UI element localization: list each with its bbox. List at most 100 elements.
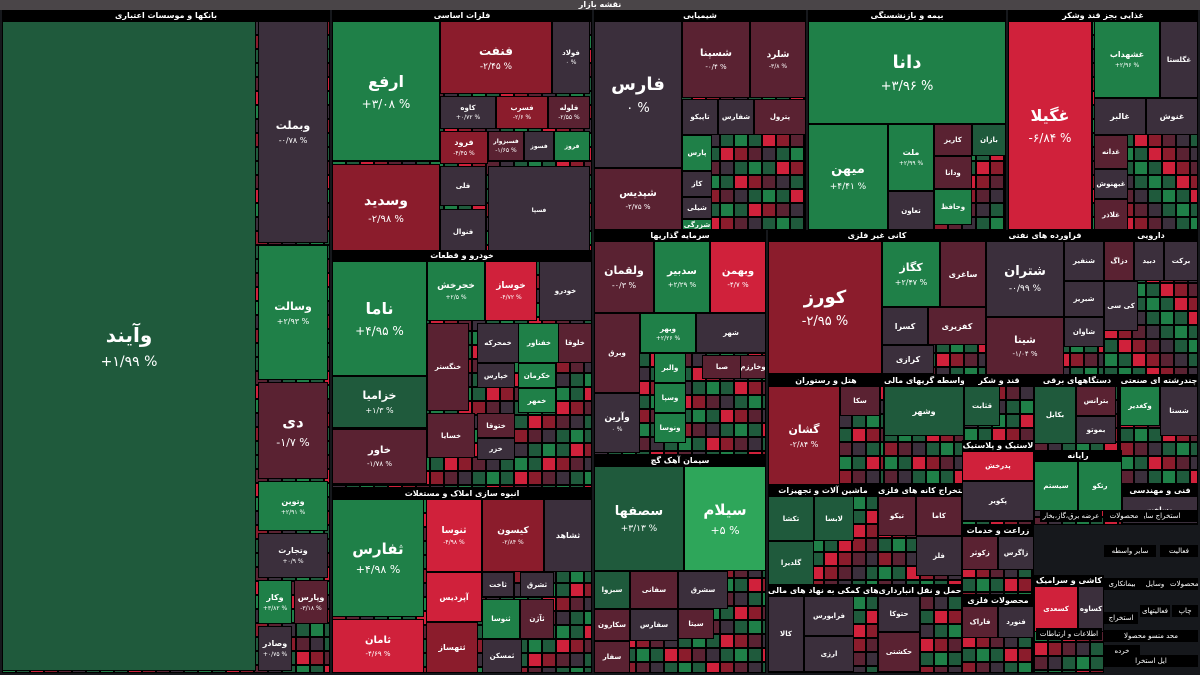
treemap-small-cell[interactable] [1176,203,1190,217]
treemap-small-cell[interactable] [920,666,934,673]
treemap-small-cell[interactable] [976,189,990,203]
treemap-small-cell[interactable] [1160,283,1174,297]
treemap-small-cell[interactable] [962,578,976,592]
stock-tile[interactable]: بترانس [1076,386,1116,416]
treemap-small-cell[interactable] [934,638,948,652]
stock-tile[interactable]: ناما +۴/۹۵ % [332,261,427,376]
treemap-small-cell[interactable] [692,648,706,662]
treemap-small-cell[interactable] [570,387,584,401]
treemap-small-cell[interactable] [1136,524,1150,525]
stock-tile[interactable]: آپردیس [426,572,482,622]
treemap-small-cell[interactable] [556,443,570,457]
treemap-small-cell[interactable] [804,217,806,230]
treemap-small-cell[interactable] [528,457,542,471]
treemap-small-cell[interactable] [940,456,954,470]
treemap-small-cell[interactable] [1160,311,1174,325]
stock-tile[interactable]: فنورد [998,606,1034,638]
treemap-small-cell[interactable] [748,381,762,395]
treemap-small-cell[interactable] [1020,386,1034,400]
treemap-small-cell[interactable] [542,457,556,471]
treemap-small-cell[interactable] [790,133,804,147]
treemap-small-cell[interactable] [584,667,592,673]
treemap-small-cell[interactable] [720,203,734,217]
treemap-small-cell[interactable] [1032,592,1034,595]
stock-tile[interactable]: کسرا [882,307,928,345]
treemap-small-cell[interactable] [1160,325,1174,339]
stock-tile[interactable]: شتران -۰/۹۹ % [986,241,1064,317]
treemap-small-cell[interactable] [706,662,720,673]
treemap-small-cell[interactable] [804,147,806,161]
treemap-small-cell[interactable] [948,596,962,610]
treemap-small-cell[interactable] [1004,217,1006,230]
treemap-small-cell[interactable] [762,634,766,648]
stock-tile[interactable]: فلز [916,536,962,576]
stock-tile[interactable]: فنوال [440,209,486,254]
treemap-small-cell[interactable] [1104,339,1118,353]
treemap-small-cell[interactable] [790,161,804,175]
treemap-small-cell[interactable] [584,373,592,387]
treemap-small-cell[interactable] [734,203,748,217]
treemap-small-cell[interactable] [1006,386,1020,400]
sector-header[interactable]: ماشین آلات و تجهیزات [778,486,868,495]
treemap-small-cell[interactable] [920,652,934,666]
treemap-small-cell[interactable] [678,648,692,662]
treemap-small-cell[interactable] [852,566,866,580]
treemap-small-cell[interactable] [892,538,906,552]
treemap-small-cell[interactable] [720,133,734,147]
stock-tile[interactable]: کفزیری [928,307,986,345]
treemap-small-cell[interactable] [892,566,906,580]
stock-tile[interactable]: زاگرس [998,536,1034,570]
treemap-small-cell[interactable] [852,596,866,610]
stock-tile[interactable]: وبهر +۲/۲۶ % [640,313,696,353]
stock-tile[interactable]: صبا [702,355,742,379]
treemap-small-cell[interactable] [898,442,912,456]
treemap-small-cell[interactable] [912,470,926,484]
stock-tile[interactable]: فرود -۴/۴۵ % [440,131,488,164]
treemap-small-cell[interactable] [838,566,852,580]
treemap-small-cell[interactable] [1162,456,1176,470]
treemap-small-cell[interactable] [734,437,748,451]
stock-tile[interactable]: خفناور [518,323,560,363]
treemap-small-cell[interactable] [976,648,990,662]
small-sector-label[interactable]: استخراج [1104,612,1138,624]
stock-tile[interactable]: لابسا [814,496,854,541]
treemap-small-cell[interactable] [1162,133,1176,147]
treemap-small-cell[interactable] [748,648,762,662]
treemap-small-cell[interactable] [990,203,1004,217]
treemap-small-cell[interactable] [1004,578,1018,592]
treemap-small-cell[interactable] [1148,189,1162,203]
treemap-small-cell[interactable] [1004,648,1018,662]
treemap-small-cell[interactable] [978,367,986,375]
treemap-small-cell[interactable] [1160,339,1174,353]
treemap-small-cell[interactable] [892,552,906,566]
treemap-small-cell[interactable] [912,456,926,470]
treemap-small-cell[interactable] [940,470,954,484]
treemap-small-cell[interactable] [762,395,766,409]
sector-header[interactable]: کاشی و سرامیک [1035,576,1103,585]
treemap-small-cell[interactable] [1190,161,1198,175]
sector-header[interactable]: بیمه و بازنشستگی [870,11,944,20]
treemap-small-cell[interactable] [776,217,790,230]
stock-tile[interactable]: وبهمن -۴/۷ % [710,241,766,313]
treemap-small-cell[interactable] [1018,592,1032,595]
treemap-small-cell[interactable] [990,592,1004,595]
treemap-small-cell[interactable] [542,415,556,429]
treemap-small-cell[interactable] [1148,217,1162,230]
treemap-small-cell[interactable] [1134,133,1148,147]
treemap-small-cell[interactable] [936,353,950,367]
treemap-small-cell[interactable] [650,662,664,673]
treemap-small-cell[interactable] [556,639,570,653]
treemap-small-cell[interactable] [528,639,542,653]
treemap-small-cell[interactable] [926,456,940,470]
stock-tile[interactable]: ولقمان -۰/۳ % [594,241,654,313]
treemap-small-cell[interactable] [734,381,748,395]
treemap-small-cell[interactable] [556,415,570,429]
stock-tile[interactable]: ختوقا [477,413,515,438]
treemap-small-cell[interactable] [976,161,990,175]
sector-header[interactable]: لاستیک و پلاستیک [962,441,1034,450]
treemap-small-cell[interactable] [884,470,898,484]
stock-tile[interactable]: وصادر +۰/۷۵ % [258,626,292,671]
treemap-small-cell[interactable] [584,597,592,611]
treemap-small-cell[interactable] [866,624,878,638]
treemap-small-cell[interactable] [706,409,720,423]
